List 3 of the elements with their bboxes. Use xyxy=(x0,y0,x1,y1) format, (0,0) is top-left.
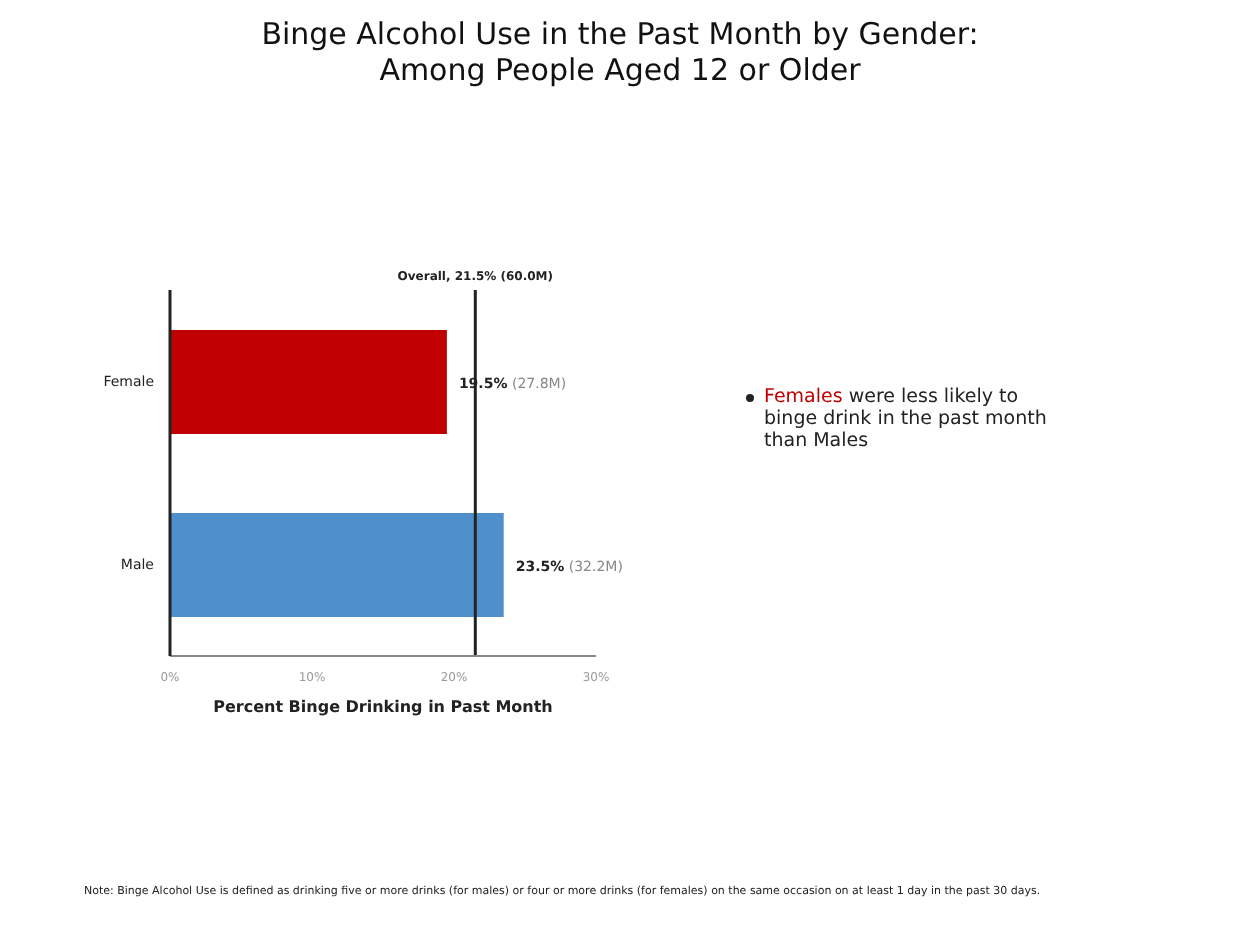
chart-title: Binge Alcohol Use in the Past Month by Gender: Among People Aged 12 or Older xyxy=(259,16,981,88)
text: Females were less likely to binge drink in the past month than Males xyxy=(764,386,1049,452)
x-axis-title: Percent Binge Drinking in Past Month xyxy=(213,698,554,716)
